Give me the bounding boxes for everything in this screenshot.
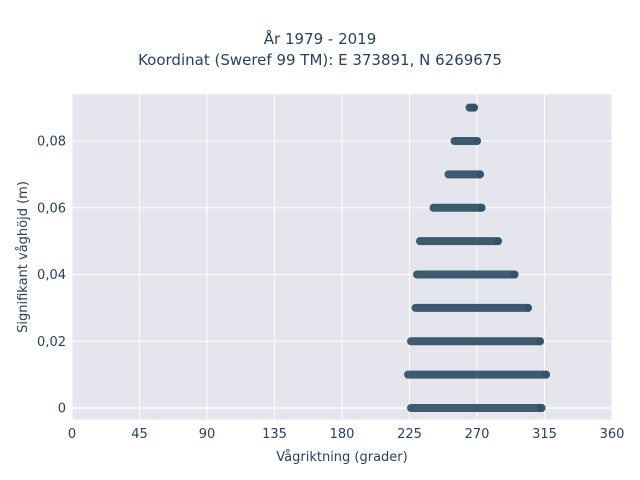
data-point-band	[404, 370, 550, 379]
x-tick-label: 0	[68, 427, 76, 442]
y-axis-title: Signifikant våghöjd (m)	[16, 181, 31, 333]
x-tick-label: 45	[131, 427, 148, 442]
x-tick-label: 270	[465, 427, 490, 442]
data-point	[510, 270, 519, 279]
x-axis-ticks: 0 45 90 135 180 225 270 315 360	[68, 427, 625, 442]
data-point	[473, 137, 481, 145]
chart-title-line-2: Koordinat (Sweref 99 TM): E 373891, N 62…	[138, 51, 502, 69]
data-point	[536, 337, 544, 346]
y-tick-label: 0,08	[37, 135, 66, 150]
x-axis-title: Vågriktning (grader)	[276, 450, 407, 465]
data-points	[404, 103, 550, 412]
data-point	[542, 370, 550, 379]
data-point	[494, 237, 502, 246]
data-point-band	[450, 137, 481, 145]
y-tick-label: 0	[58, 402, 66, 417]
data-point-band	[407, 404, 546, 412]
data-point	[470, 103, 478, 112]
x-tick-label: 315	[532, 427, 557, 442]
y-tick-label: 0,02	[37, 335, 66, 350]
y-axis-ticks: 0 0,02 0,04 0,06 0,08	[37, 135, 66, 417]
x-tick-label: 360	[600, 427, 625, 442]
data-point-band	[407, 337, 544, 346]
chart-title-line-1: År 1979 - 2019	[263, 30, 377, 48]
x-tick-label: 90	[199, 427, 216, 442]
data-point-band	[444, 170, 484, 179]
data-point-band	[411, 303, 532, 312]
y-tick-label: 0,04	[37, 268, 66, 283]
data-point-band	[413, 270, 519, 279]
data-point-band	[416, 237, 502, 246]
y-tick-label: 0,06	[37, 201, 66, 216]
grid-lines	[71, 94, 613, 420]
data-point	[477, 203, 486, 212]
x-tick-label: 225	[397, 427, 422, 442]
data-point	[524, 303, 532, 312]
data-point	[537, 404, 546, 412]
x-tick-label: 135	[262, 427, 287, 442]
data-point	[476, 170, 484, 179]
data-point-band	[429, 203, 486, 212]
x-tick-label: 180	[330, 427, 355, 442]
